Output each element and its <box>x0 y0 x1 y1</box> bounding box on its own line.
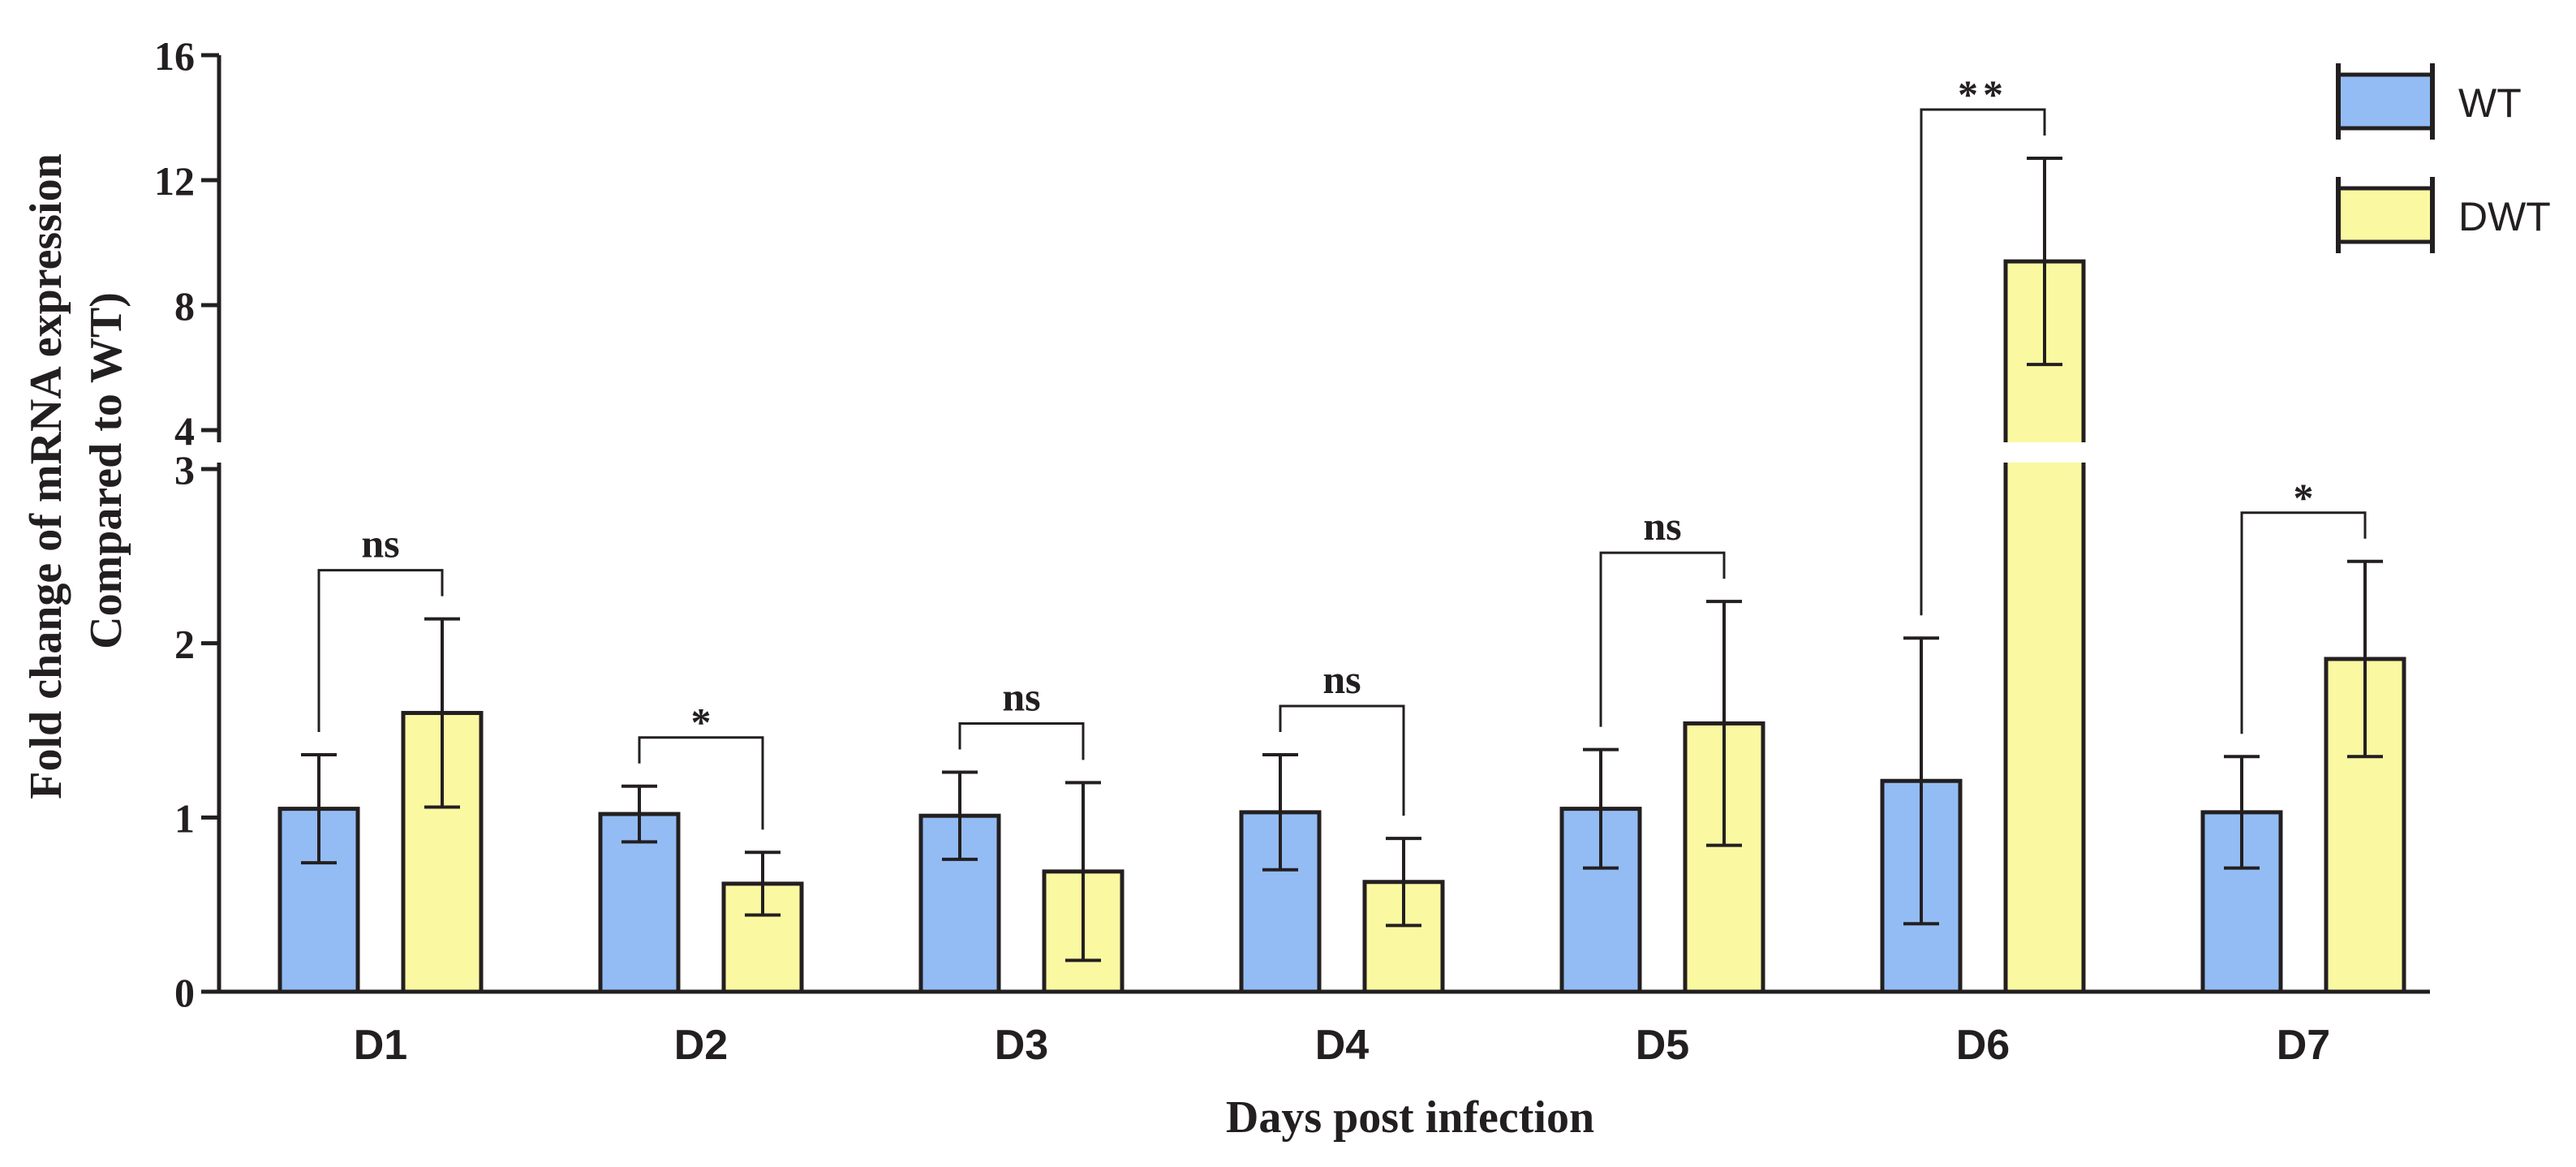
sig-label-2: * <box>691 700 712 745</box>
bars <box>277 259 2406 994</box>
sig-bracket-2 <box>638 736 764 830</box>
x-tick-labels: D1 D2 D3 D4 D5 D6 D7 <box>354 1022 2330 1069</box>
y-tick-low-2-label: 2 <box>174 622 195 667</box>
x-tick-label-d6: D6 <box>1956 1022 2010 1069</box>
y-tick-low-3-label: 3 <box>174 447 195 493</box>
sig-label-4: ns <box>1322 657 1361 702</box>
sig-bracket-4 <box>1279 704 1405 816</box>
x-tick-label-d4: D4 <box>1315 1022 1370 1069</box>
y-tick-up-4-label: 4 <box>174 408 195 454</box>
sig-label-3: ns <box>1002 674 1040 720</box>
legend-swatch-dwt <box>2336 186 2435 244</box>
y-tick-up-8-label: 8 <box>174 283 195 329</box>
y-axis-title-line-2: Compared to WT) <box>81 292 131 649</box>
sig-bracket-3 <box>958 722 1085 760</box>
sig-bracket-5 <box>1599 551 1726 727</box>
y-axis-title-line-1: Fold change of mRNA expression <box>21 153 71 799</box>
legend: WT DWT <box>2336 63 2551 253</box>
sig-bracket-6 <box>1920 108 2046 616</box>
error-bars <box>301 157 2383 962</box>
sig-label-7: * <box>2294 475 2314 520</box>
y-tick-low-1-label: 1 <box>174 795 195 841</box>
y-tick-up-12-label: 12 <box>154 158 195 204</box>
y-tick-up-16-label: 16 <box>154 33 195 79</box>
x-axis-title: Days post infection <box>1226 1092 1594 1143</box>
y-axis-title: Fold change of mRNA expression Compared … <box>21 142 131 799</box>
bar-dwt-d6 <box>2003 259 2086 994</box>
x-tick-label-d1: D1 <box>354 1022 407 1069</box>
sig-label-5: ns <box>1643 503 1681 549</box>
x-tick-label-d5: D5 <box>1636 1022 1689 1069</box>
legend-swatch-wt <box>2336 72 2435 131</box>
x-tick-label-d7: D7 <box>2277 1022 2330 1069</box>
legend-label-dwt: DWT <box>2458 194 2551 239</box>
axis-break-gap-d6 <box>2001 442 2088 463</box>
legend-label-wt: WT <box>2458 80 2522 126</box>
y-tick-low-0-label: 0 <box>174 970 195 1015</box>
bar-wt-d2 <box>598 812 681 994</box>
x-tick-label-d3: D3 <box>995 1022 1048 1069</box>
x-tick-label-d2: D2 <box>674 1022 728 1069</box>
sig-label-1: ns <box>361 521 399 566</box>
sig-label-6: ** <box>1958 71 2008 117</box>
axes <box>217 55 2430 994</box>
sig-bracket-7 <box>2240 511 2367 734</box>
sig-bracket-1 <box>317 569 444 733</box>
